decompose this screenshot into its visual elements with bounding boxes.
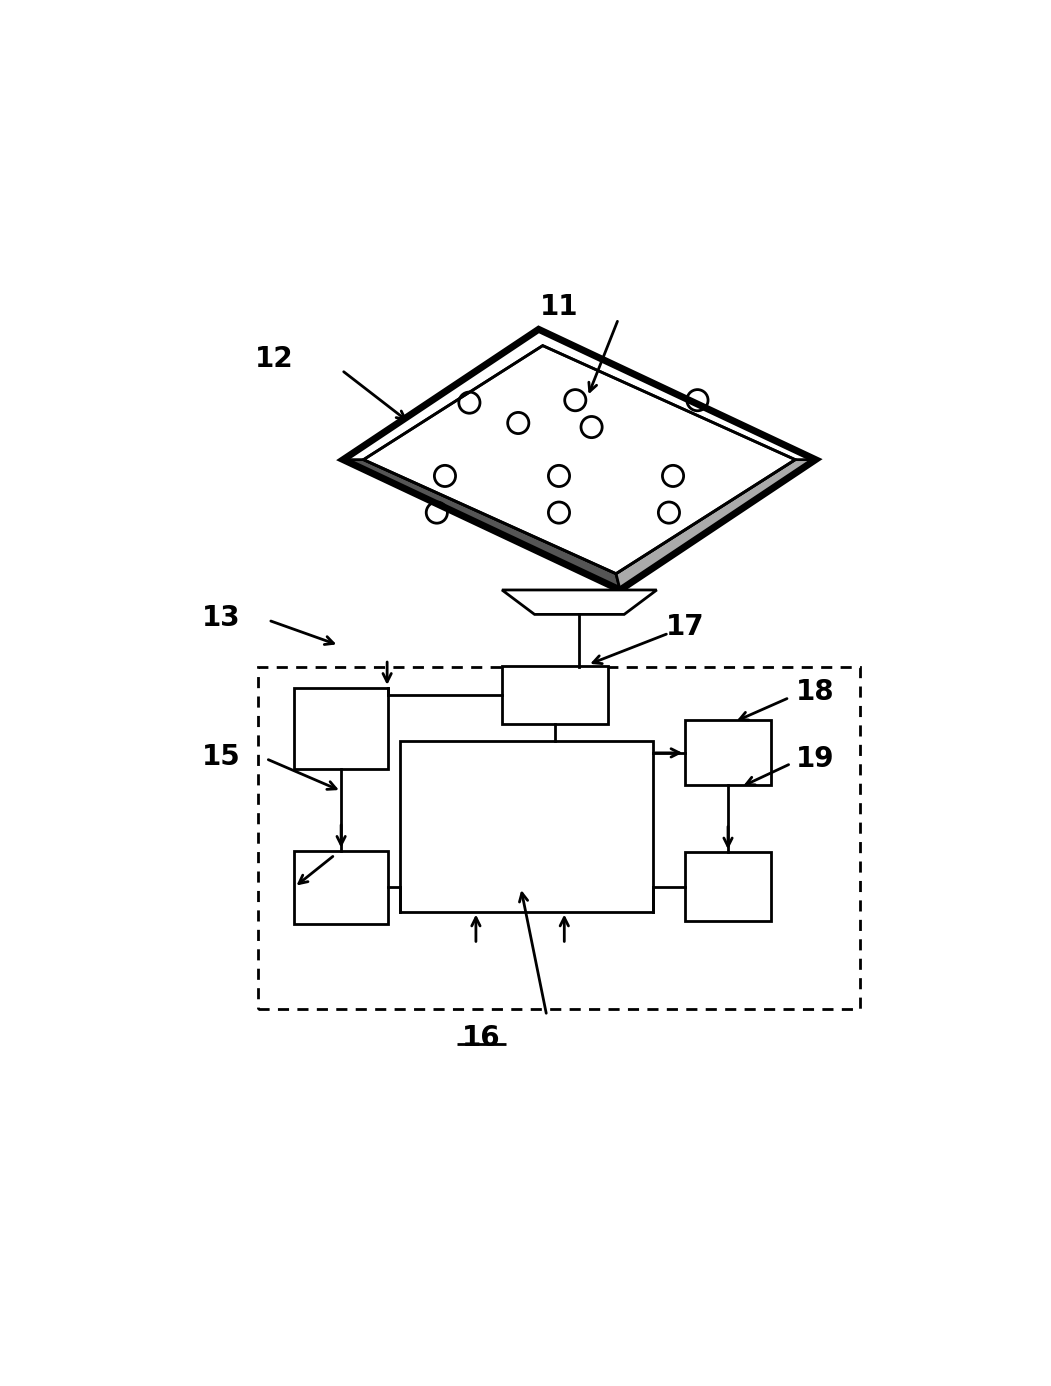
Text: 17: 17 <box>666 613 704 640</box>
Text: 16: 16 <box>462 1024 501 1052</box>
Polygon shape <box>364 345 796 574</box>
Text: 13: 13 <box>202 604 241 632</box>
Bar <box>502 665 607 725</box>
Text: 18: 18 <box>797 678 834 705</box>
Polygon shape <box>502 590 657 614</box>
Bar <box>685 852 770 922</box>
Text: 15: 15 <box>202 743 241 771</box>
Bar <box>400 740 653 912</box>
Polygon shape <box>343 460 620 590</box>
Bar <box>294 851 388 924</box>
Polygon shape <box>616 460 816 590</box>
Text: 19: 19 <box>797 744 834 772</box>
Bar <box>685 721 770 786</box>
Bar <box>257 667 861 1009</box>
Bar <box>294 687 388 769</box>
Text: 12: 12 <box>254 345 293 373</box>
Text: 11: 11 <box>540 294 578 322</box>
